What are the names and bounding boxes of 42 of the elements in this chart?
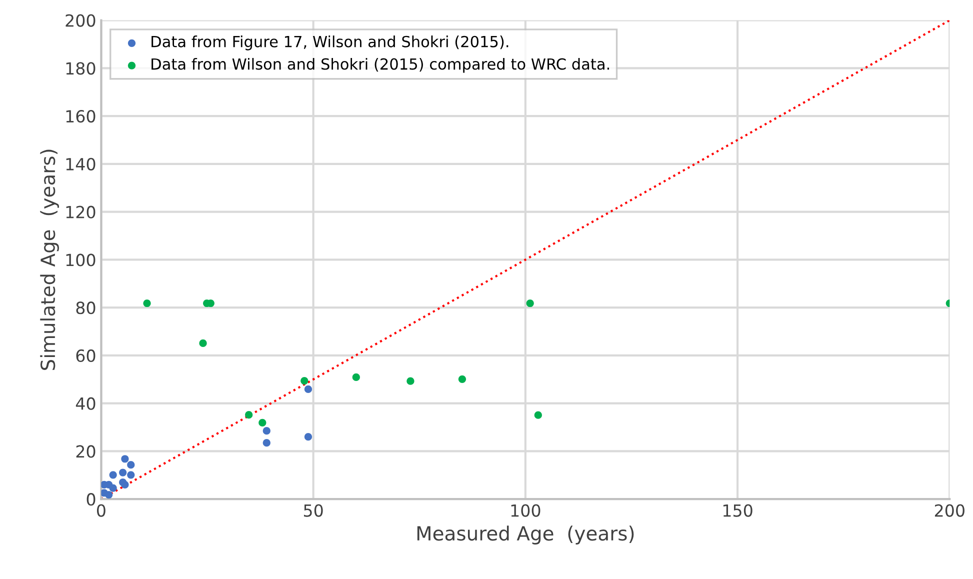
point: [406, 377, 414, 385]
legend-label: Data from Figure 17, Wilson and Shokri (2015).: [152, 36, 508, 50]
y-tick-label: 200: [66, 14, 96, 27]
point: [526, 299, 534, 308]
x-tick-label: 50: [304, 504, 323, 517]
point: [352, 373, 360, 382]
point: [199, 339, 207, 348]
point: [109, 484, 117, 492]
point: [458, 375, 466, 383]
x-axis-title: Measured Age (years): [417, 526, 634, 544]
point: [262, 439, 270, 447]
y-tick-label: 180: [66, 62, 96, 75]
point: [121, 480, 129, 489]
y-tick-label: 20: [76, 445, 96, 458]
y-tick-label: 0: [86, 493, 96, 506]
point: [304, 385, 312, 394]
x-tick-label: 200: [934, 504, 964, 517]
point: [300, 377, 308, 385]
point: [245, 411, 253, 419]
legend-label: Data from Wilson and Shokri (2015) compared to WRC data.: [152, 58, 610, 73]
point: [258, 418, 266, 427]
point: [109, 471, 117, 479]
point: [534, 411, 542, 419]
y-tick-label: 120: [66, 206, 96, 218]
y-tick-label: 100: [66, 254, 96, 266]
point: [127, 471, 135, 479]
y-tick-label: 60: [76, 349, 96, 362]
y-tick-label: 160: [66, 110, 96, 123]
x-tick-label: 150: [723, 504, 752, 517]
y-axis-title: Simulated Age (years): [40, 150, 59, 370]
point: [127, 461, 135, 469]
y-tick-label: 40: [76, 397, 96, 410]
y-tick-label: 80: [76, 302, 96, 314]
point: [143, 299, 151, 308]
point: [262, 427, 270, 435]
point: [304, 433, 312, 441]
point: [121, 455, 129, 463]
point: [119, 468, 127, 476]
point: [105, 490, 113, 499]
x-tick-label: 100: [511, 504, 540, 517]
x-tick-label: 0: [96, 504, 106, 517]
y-tick-label: 140: [66, 158, 96, 170]
